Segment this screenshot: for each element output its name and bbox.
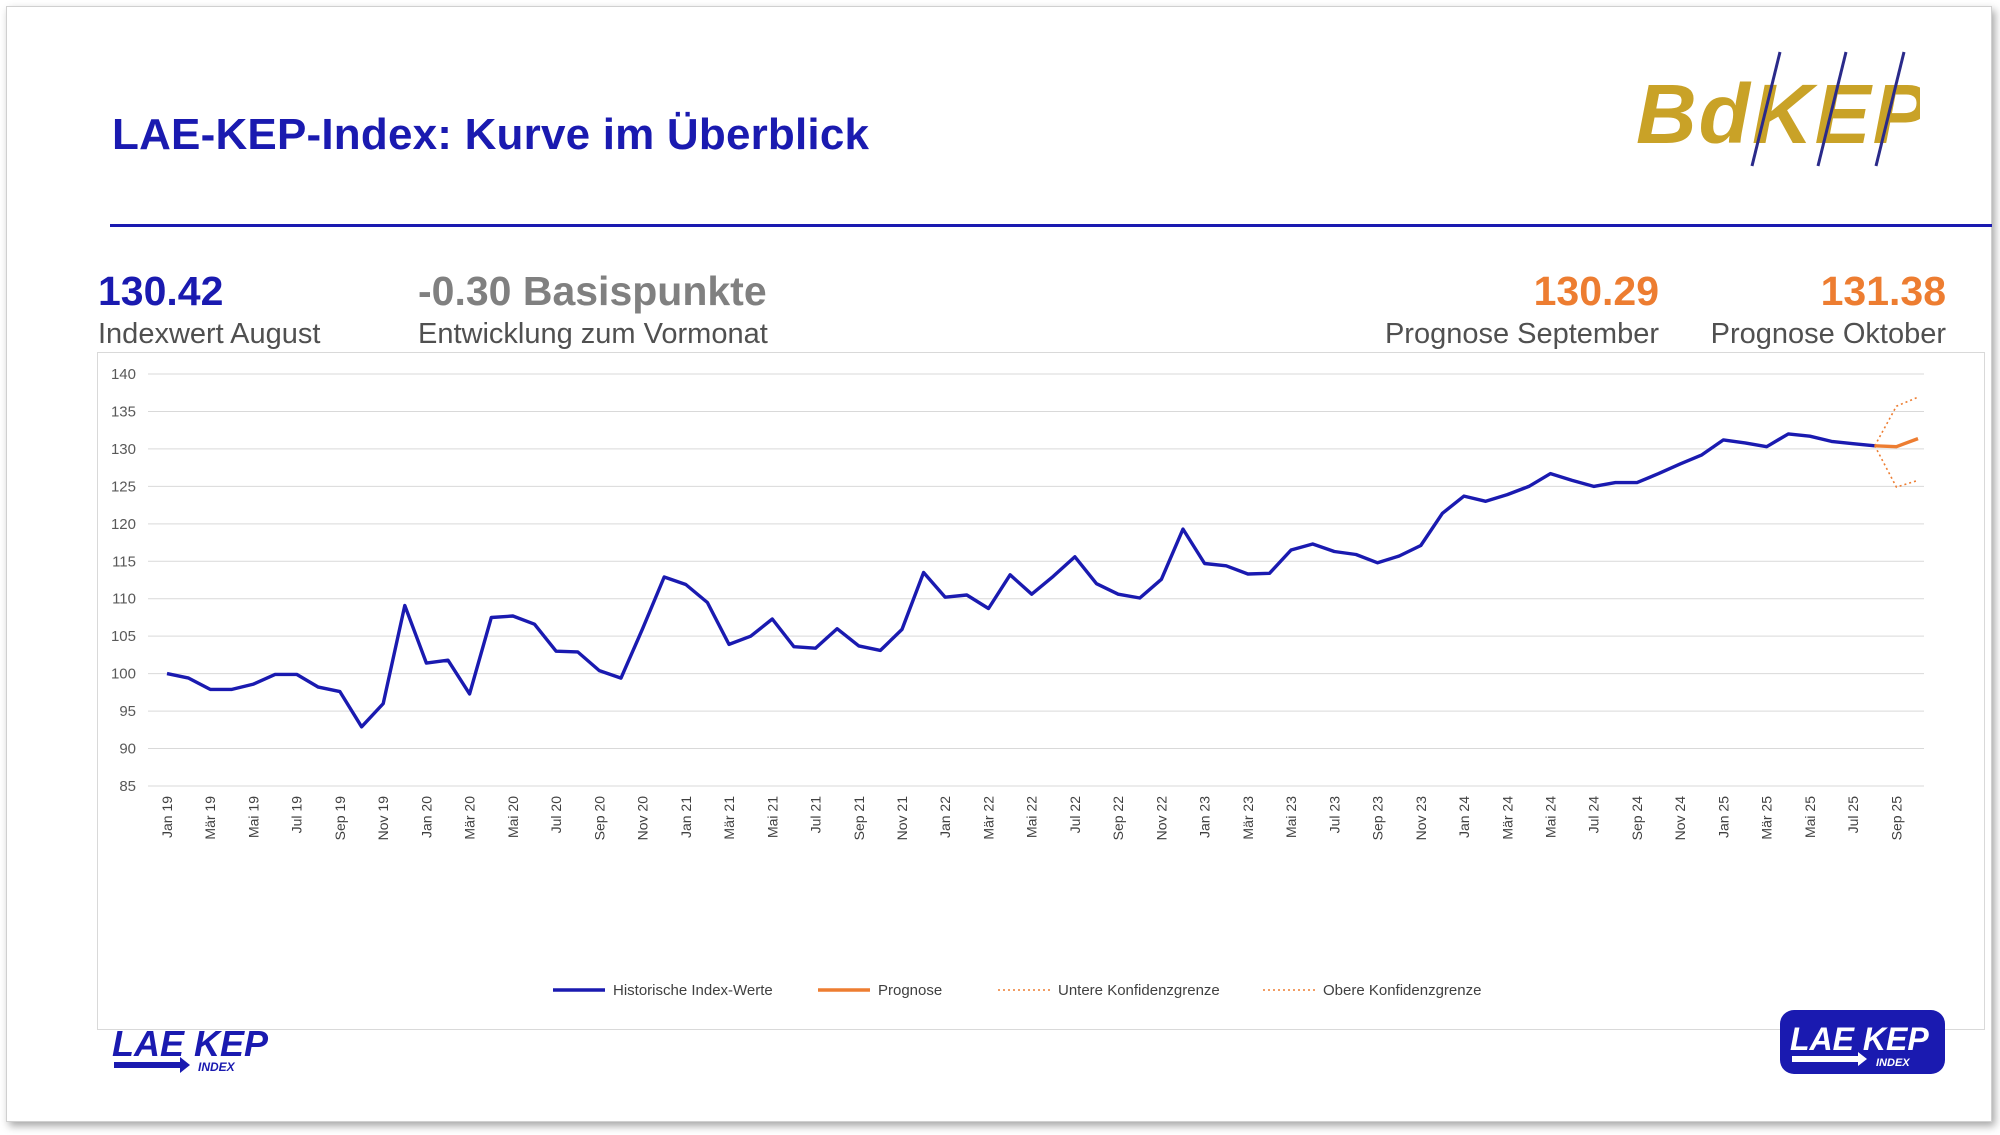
kpi-forecast-oct-value: 131.38 [1820, 268, 1946, 314]
x-tick-label: Jul 25 [1845, 796, 1861, 834]
header-divider [110, 224, 1992, 227]
y-tick-label: 105 [111, 628, 136, 645]
lae-kep-logo-left: LAE KEP INDEX [112, 1023, 269, 1074]
x-tick-label: Nov 23 [1413, 796, 1429, 841]
legend-label: Historische Index-Werte [613, 982, 773, 999]
x-tick-label: Mai 20 [505, 796, 521, 838]
x-tick-label: Mai 23 [1283, 796, 1299, 838]
y-tick-label: 125 [111, 478, 136, 495]
x-tick-label: Jan 19 [159, 796, 175, 838]
y-tick-label: 135 [111, 403, 136, 420]
x-tick-label: Jul 23 [1326, 796, 1342, 834]
x-tick-label: Sep 21 [851, 796, 867, 841]
x-tick-label: Mär 20 [462, 796, 478, 840]
x-tick-label: Sep 22 [1110, 796, 1126, 841]
x-tick-label: Jan 23 [1197, 796, 1213, 838]
legend-label: Obere Konfidenzgrenze [1323, 982, 1481, 999]
x-tick-label: Mär 24 [1499, 796, 1515, 840]
x-tick-label: Mär 23 [1240, 796, 1256, 840]
x-tick-label: Mai 25 [1802, 796, 1818, 838]
x-tick-label: Mai 22 [1024, 796, 1040, 838]
series-line-2 [1874, 445, 1919, 488]
series-line-1 [1874, 437, 1919, 449]
x-tick-label: Sep 23 [1370, 796, 1386, 841]
x-tick-label: Sep 19 [332, 796, 348, 841]
x-tick-label: Nov 22 [1153, 796, 1169, 841]
x-tick-label: Nov 20 [635, 796, 651, 841]
x-tick-label: Nov 19 [375, 796, 391, 841]
line-chart: 85 90 95 100 105 110 115 120 125 130 135 140 Jan 19 M… [111, 366, 1924, 999]
x-tick-label: Jan 25 [1715, 796, 1731, 838]
bdkep-logo: BdKEP [1636, 51, 1920, 167]
lae-kep-logo-right-sub: INDEX [1876, 1057, 1910, 1069]
y-tick-label: 140 [111, 366, 136, 383]
page-title: LAE-KEP-Index: Kurve im Überblick [112, 110, 870, 159]
x-tick-label: Mär 22 [980, 796, 996, 840]
x-tick-label: Mai 19 [245, 796, 261, 838]
x-tick-label: Sep 24 [1629, 796, 1645, 841]
y-tick-label: 110 [112, 591, 136, 608]
kpi-change-label: Entwicklung zum Vormonat [418, 318, 768, 350]
x-tick-label: Jan 20 [418, 796, 434, 838]
x-tick-label: Jul 20 [548, 796, 564, 834]
x-tick-label: Sep 20 [591, 796, 607, 841]
y-tick-label: 100 [111, 666, 136, 683]
y-tick-label: 115 [112, 553, 136, 570]
y-tick-label: 130 [111, 441, 136, 458]
y-tick-label: 95 [119, 703, 136, 720]
legend-label: Prognose [878, 982, 942, 999]
x-tick-label: Jul 24 [1586, 796, 1602, 834]
x-tick-label: Mär 19 [202, 796, 218, 840]
x-tick-label: Sep 25 [1888, 796, 1904, 841]
kpi-index-label: Indexwert August [98, 318, 321, 350]
lae-kep-logo-right: LAE KEP INDEX [1780, 1010, 1945, 1074]
x-tick-label: Mär 21 [721, 796, 737, 840]
series-line-0 [166, 432, 1875, 729]
x-tick-label: Jan 24 [1456, 796, 1472, 838]
kpi-change-value: -0.30 Basispunkte [418, 268, 767, 314]
x-tick-label: Mai 21 [764, 796, 780, 838]
lae-kep-logo-left-sub: INDEX [198, 1060, 236, 1074]
x-tick-label: Mär 25 [1759, 796, 1775, 840]
chart-area: 85 90 95 100 105 110 115 120 125 130 135 140 Jan 19 M… [97, 352, 1985, 1030]
lae-kep-logo-left-text: LAE KEP [112, 1023, 269, 1064]
x-tick-label: Jul 21 [808, 796, 824, 834]
kpi-forecast-sep-label: Prognose September [1384, 318, 1659, 350]
x-tick-label: Jan 21 [678, 796, 694, 838]
legend-label: Untere Konfidenzgrenze [1058, 982, 1220, 999]
x-tick-label: Nov 24 [1672, 796, 1688, 841]
y-tick-label: 90 [119, 741, 136, 758]
x-tick-label: Jan 22 [937, 796, 953, 838]
lae-kep-logo-right-text: LAE KEP [1790, 1021, 1929, 1057]
kpi-forecast-sep-value: 130.29 [1533, 268, 1659, 314]
series-line-3 [1874, 396, 1919, 447]
kpi-forecast-oct-label: Prognose Oktober [1710, 318, 1946, 350]
x-tick-label: Jul 22 [1067, 796, 1083, 834]
bdkep-logo-text: BdKEP [1636, 67, 1920, 161]
y-tick-label: 85 [119, 778, 136, 795]
x-tick-label: Jul 19 [289, 796, 305, 834]
y-tick-label: 120 [111, 516, 136, 533]
x-tick-label: Nov 21 [894, 796, 910, 841]
kpi-index-value: 130.42 [98, 268, 224, 314]
x-tick-label: Mai 24 [1543, 796, 1559, 838]
